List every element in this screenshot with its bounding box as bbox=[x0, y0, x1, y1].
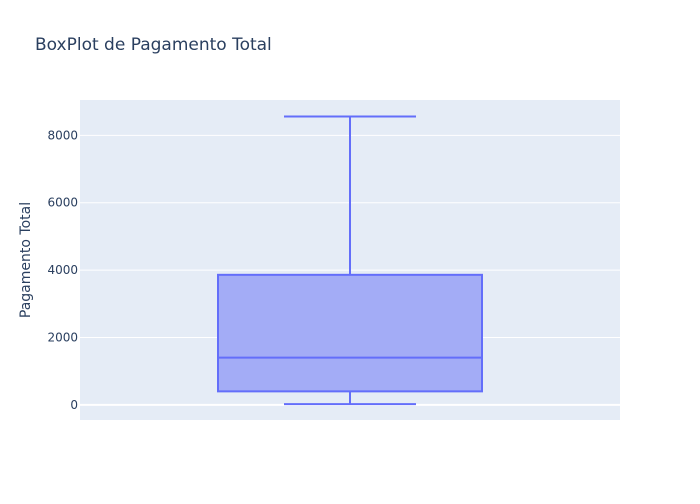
y-axis-label: Pagamento Total bbox=[18, 202, 34, 318]
y-tick-label: 6000 bbox=[47, 196, 78, 210]
y-tick-label: 8000 bbox=[47, 128, 78, 142]
box-layer bbox=[217, 115, 483, 406]
iqr-box bbox=[217, 273, 483, 393]
y-tick-label: 2000 bbox=[47, 330, 78, 344]
y-tick-label: 0 bbox=[70, 398, 78, 412]
y-tick-label: 4000 bbox=[47, 263, 78, 277]
y-tick-labels: 0 2000 4000 6000 8000 bbox=[47, 128, 78, 411]
chart-title: BoxPlot de Pagamento Total bbox=[35, 35, 272, 55]
